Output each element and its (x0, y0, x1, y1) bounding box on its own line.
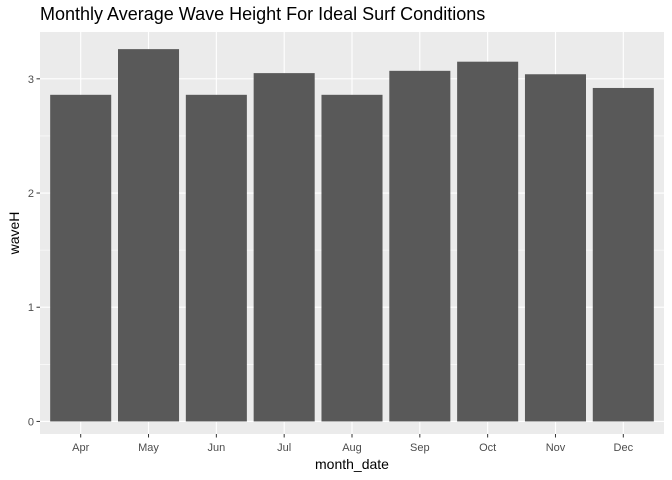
y-axis-ticks: 0 1 2 3 (28, 74, 40, 428)
x-axis-ticks: Apr May Jun Jul Aug Sep Oct Nov Dec (72, 434, 634, 454)
x-axis-title: month_date (315, 456, 389, 472)
bar-oct (457, 61, 519, 422)
bar-dec (592, 87, 654, 422)
y-axis-title: waveH (6, 212, 22, 256)
x-tick-label: Dec (614, 442, 634, 454)
bar-nov (524, 74, 586, 422)
x-tick-label: May (138, 442, 159, 454)
y-tick-label: 3 (28, 74, 34, 86)
bar-jul (253, 73, 315, 422)
bars (50, 49, 654, 422)
chart-title: Monthly Average Wave Height For Ideal Su… (40, 4, 485, 24)
y-tick-label: 0 (28, 416, 34, 428)
x-tick-label: Oct (479, 442, 496, 454)
bar-aug (321, 94, 383, 422)
y-tick-label: 2 (28, 188, 34, 200)
bar-jun (185, 94, 247, 422)
bar-apr (50, 94, 112, 422)
x-tick-label: Apr (72, 442, 89, 454)
x-tick-label: Sep (410, 442, 430, 454)
bar-may (118, 49, 180, 422)
x-tick-label: Nov (546, 442, 566, 454)
x-tick-label: Aug (342, 442, 362, 454)
y-tick-label: 1 (28, 302, 34, 314)
x-tick-label: Jun (207, 442, 225, 454)
x-tick-label: Jul (277, 442, 291, 454)
bar-sep (389, 70, 451, 422)
